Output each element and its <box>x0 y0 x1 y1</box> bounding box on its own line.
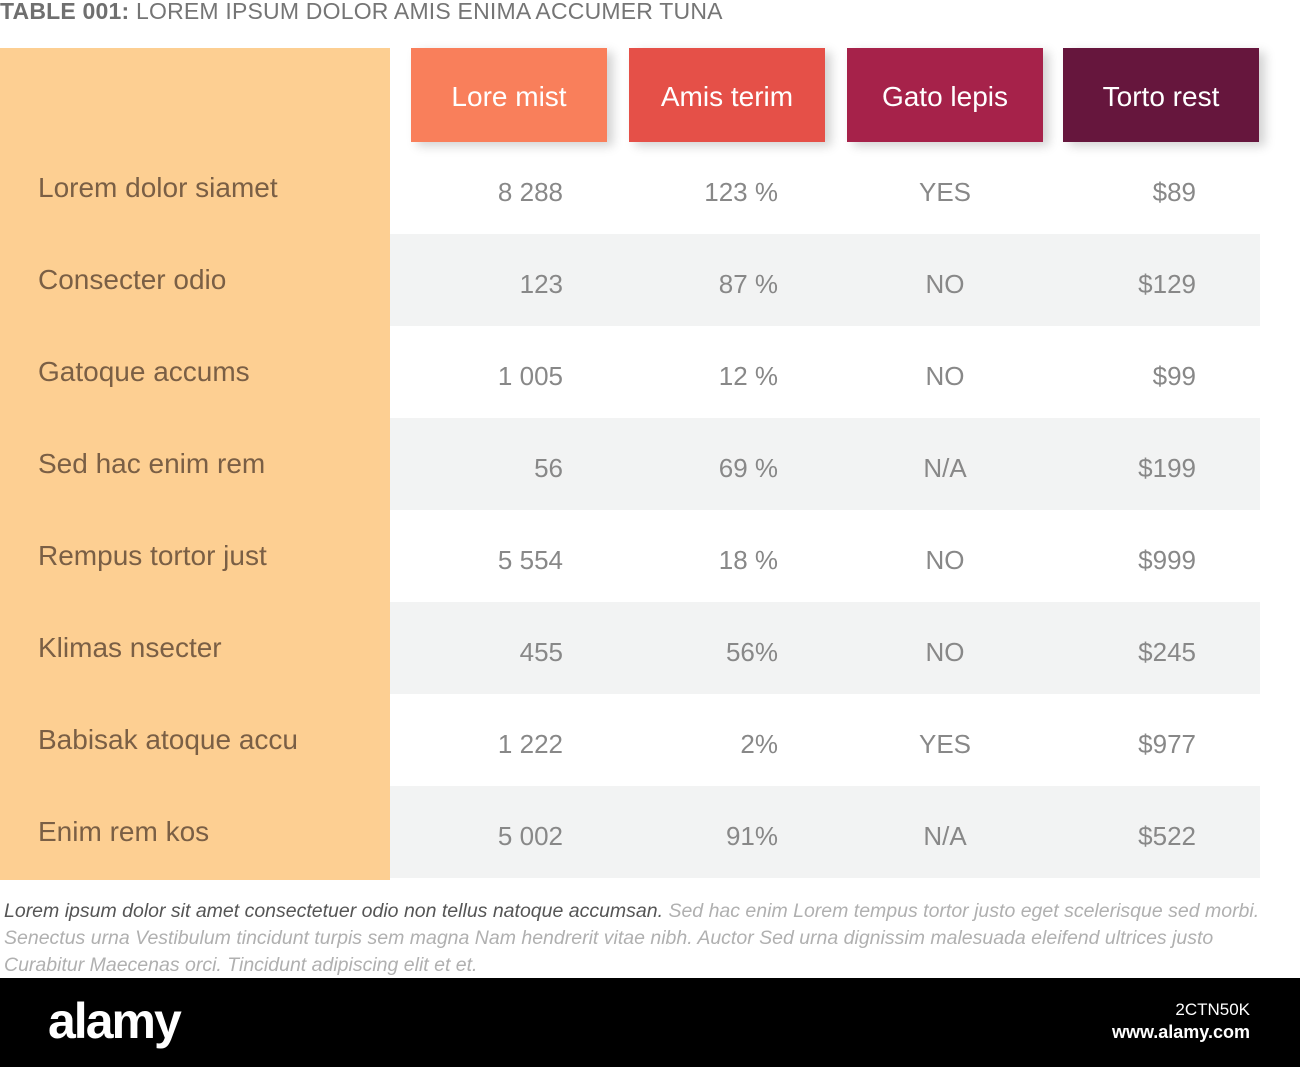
footnote-lead: Lorem ipsum dolor sit amet consectetuer … <box>4 900 664 922</box>
table-row-bg <box>390 694 1260 786</box>
row-label: Sed hac enim rem <box>38 448 266 479</box>
table-cell: 18 % <box>718 545 778 575</box>
table-cell: $89 <box>1152 177 1196 207</box>
column-header-3: Gato lepis <box>847 48 1043 142</box>
watermark-bar: alamy 2CTN50K www.alamy.com <box>0 978 1300 1067</box>
table-cell: 12 % <box>718 361 778 391</box>
table-cell: $199 <box>1138 453 1196 483</box>
table-cell: $977 <box>1138 729 1196 759</box>
table-title-prefix: TABLE 001: <box>0 0 130 24</box>
table-cell: NO <box>925 545 965 575</box>
table-cell: YES <box>918 729 972 759</box>
table-cell: NO <box>925 637 965 667</box>
table-cell: $245 <box>1138 637 1196 667</box>
table-cell: YES <box>918 177 972 207</box>
watermark-logo: alamy <box>48 993 182 1049</box>
table-cell: NO <box>925 361 965 391</box>
table-cell: 69 % <box>718 453 778 483</box>
table-row-bg <box>390 418 1260 510</box>
table-cell: 91% <box>725 821 778 851</box>
watermark-image-id: 2CTN50K <box>1175 1000 1250 1019</box>
watermark-url: www.alamy.com <box>1111 1022 1250 1042</box>
table-cell: 56% <box>725 637 778 667</box>
table-title-text: LOREM IPSUM DOLOR AMIS ENIMA ACCUMER TUN… <box>135 0 723 24</box>
row-label: Babisak atoque accu <box>38 724 298 755</box>
table-cell: 1 222 <box>497 729 563 759</box>
table-title: TABLE 001: LOREM IPSUM DOLOR AMIS ENIMA … <box>0 0 723 28</box>
table-row-bg <box>390 234 1260 326</box>
table-cell: 1 005 <box>497 361 563 391</box>
table-row-bg <box>390 602 1260 694</box>
table-cell: 5 554 <box>497 545 563 575</box>
row-label: Klimas nsecter <box>38 632 222 663</box>
table-row-bg <box>390 142 1260 234</box>
table-cell: $99 <box>1152 361 1196 391</box>
table-cell: N/A <box>923 453 967 483</box>
footnote-rest: Sed hac enim Lorem tempus tortor justo e… <box>4 900 1260 976</box>
table-cell: NO <box>925 269 965 299</box>
column-header-1: Lore mist <box>411 48 607 142</box>
table-cell: 56 <box>534 453 563 483</box>
table-cell: $522 <box>1138 821 1196 851</box>
table-cell: N/A <box>923 821 967 851</box>
table-cell: 2% <box>740 729 778 759</box>
column-header-4: Torto rest <box>1063 48 1259 142</box>
table-cell: 123 <box>519 269 563 299</box>
table-cell: 455 <box>519 637 563 667</box>
comparison-table: Lore mist Amis terim Gato lepis Torto re… <box>0 48 1260 880</box>
row-label: Gatoque accums <box>38 356 250 387</box>
table-row-bg <box>390 786 1260 878</box>
row-label: Lorem dolor siamet <box>38 172 278 203</box>
table-cell: 87 % <box>718 269 778 299</box>
row-label-column <box>0 48 390 880</box>
table-cell: 5 002 <box>497 821 563 851</box>
table-row-bg <box>390 326 1260 418</box>
table-cell: 8 288 <box>497 177 563 207</box>
column-header-2: Amis terim <box>629 48 825 142</box>
table-cell: $999 <box>1138 545 1196 575</box>
row-label: Rempus tortor just <box>38 540 267 571</box>
row-label: Consecter odio <box>38 264 227 295</box>
table-row-bg <box>390 510 1260 602</box>
table-cell: $129 <box>1138 269 1196 299</box>
row-label: Enim rem kos <box>38 816 210 847</box>
table-footnote: Lorem ipsum dolor sit amet consectetuer … <box>4 898 1264 979</box>
table-cell: 123 % <box>704 177 778 207</box>
